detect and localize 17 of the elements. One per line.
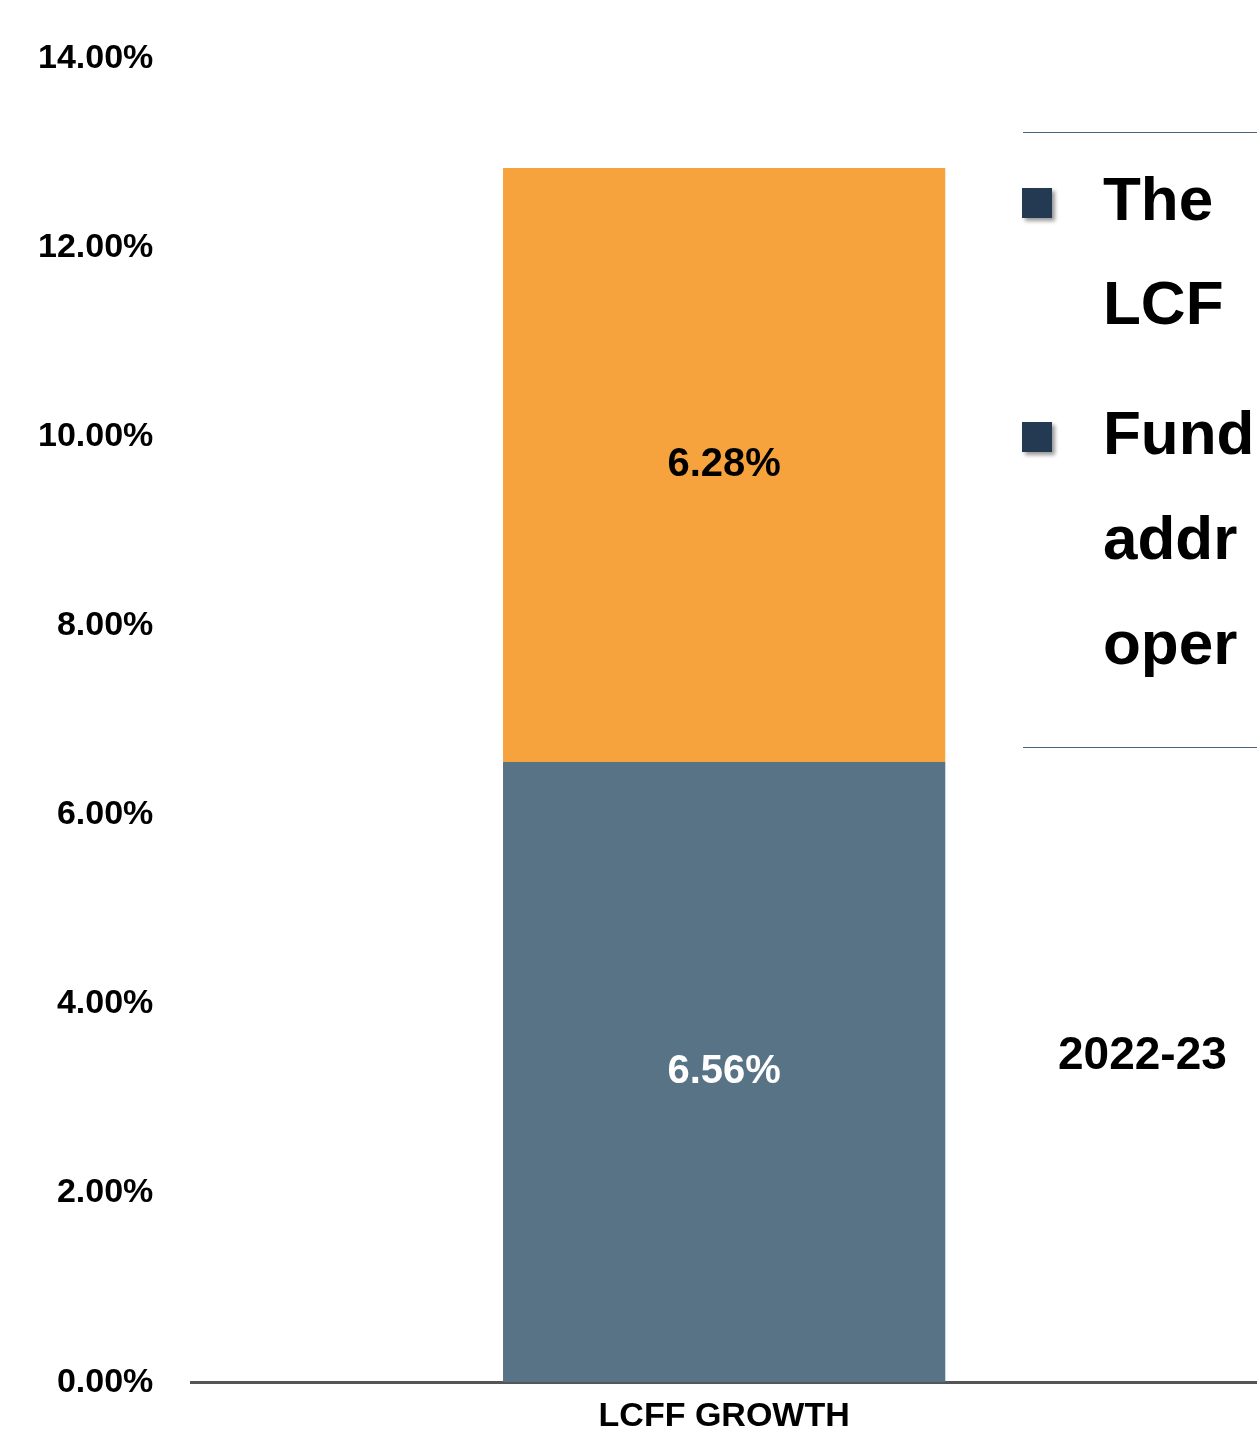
annotation: LCF [1103, 268, 1224, 337]
y-tick-label: 4.00% [56, 982, 154, 1021]
data-label: 6.56% [667, 1047, 781, 1092]
y-tick-label: 6.00% [56, 793, 154, 832]
data-label: 6.28% [667, 440, 781, 485]
annotation: 2022-23 [1058, 1027, 1227, 1079]
y-tick-label: 14.00% [37, 36, 154, 75]
y-tick-label: 12.00% [37, 225, 154, 264]
annotation: addr [1103, 503, 1238, 572]
x-tick-label: LCFF GROWTH [598, 1394, 850, 1433]
annotation: oper [1103, 608, 1238, 677]
y-tick-label: 10.00% [37, 415, 154, 453]
y-tick-label: 8.00% [56, 604, 154, 643]
annotation: The [1103, 164, 1214, 233]
annotation: Fund [1103, 398, 1255, 467]
y-tick-label: 0.00% [56, 1360, 154, 1399]
y-tick-label: 2.00% [56, 1171, 154, 1210]
